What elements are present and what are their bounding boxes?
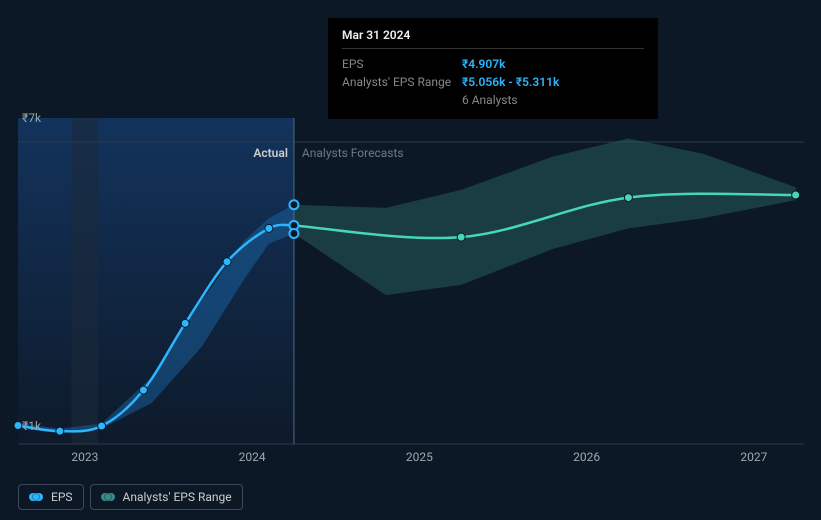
legend-item[interactable]: Analysts' EPS Range [90, 484, 243, 510]
hover-tooltip: Mar 31 2024 EPS₹4.907kAnalysts' EPS Rang… [328, 18, 658, 119]
tooltip-row-value: ₹4.907k [462, 57, 505, 71]
x-axis-label: 2025 [406, 450, 433, 464]
x-axis-label: 2026 [573, 450, 600, 464]
x-axis-label: 2024 [239, 450, 266, 464]
legend: EPS Analysts' EPS Range [18, 484, 243, 510]
x-axis-label: 2023 [71, 450, 98, 464]
tooltip-row-value: 6 Analysts [462, 93, 518, 107]
eps-chart: Mar 31 2024 EPS₹4.907kAnalysts' EPS Rang… [0, 0, 821, 520]
legend-item[interactable]: EPS [18, 484, 84, 510]
y-axis-label: ₹7k [22, 111, 41, 125]
tooltip-row: EPS₹4.907k [342, 55, 644, 73]
tooltip-row-value: ₹5.056k - ₹5.311k [462, 75, 559, 89]
legend-label: EPS [51, 490, 73, 504]
y-axis-label: ₹1k [22, 419, 41, 433]
tooltip-row: 6 Analysts [342, 91, 644, 109]
tooltip-date: Mar 31 2024 [342, 28, 644, 49]
tooltip-row-label [342, 93, 462, 107]
legend-label: Analysts' EPS Range [123, 490, 232, 504]
legend-swatch [29, 493, 43, 501]
region-label-actual: Actual [253, 146, 288, 160]
tooltip-row: Analysts' EPS Range₹5.056k - ₹5.311k [342, 73, 644, 91]
tooltip-row-label: Analysts' EPS Range [342, 75, 462, 89]
legend-swatch [101, 493, 115, 501]
tooltip-row-label: EPS [342, 57, 462, 71]
region-label-forecasts: Analysts Forecasts [302, 146, 404, 160]
x-axis-label: 2027 [740, 450, 767, 464]
